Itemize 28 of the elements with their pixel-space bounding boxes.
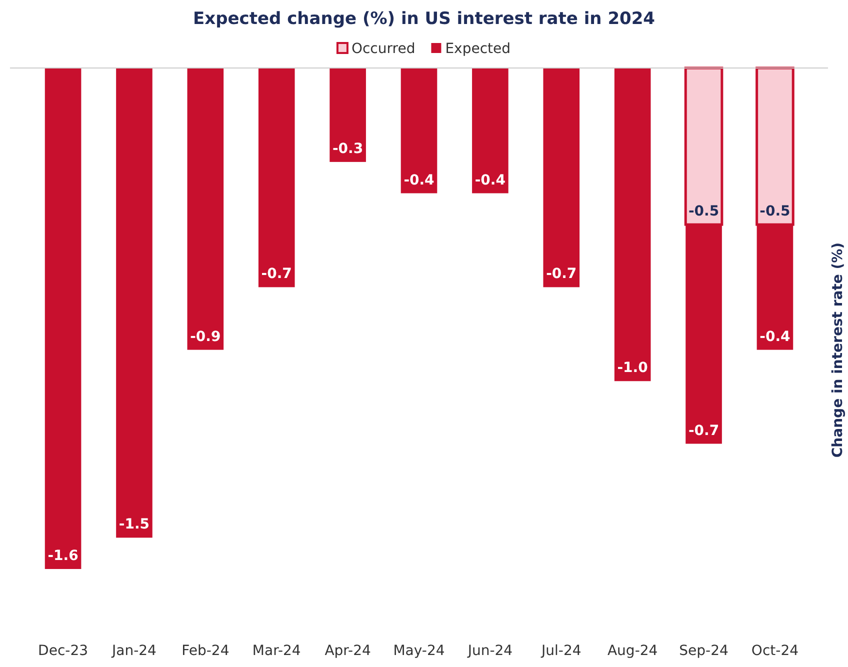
x-tick-label: Jan-24 — [111, 642, 157, 659]
data-label: -0.4 — [760, 328, 791, 345]
data-label: -0.9 — [190, 328, 221, 345]
data-label: -0.7 — [261, 266, 292, 282]
legend-label: Expected — [445, 41, 511, 57]
data-label: -0.4 — [474, 172, 506, 188]
data-label: -0.5 — [688, 204, 720, 220]
x-tick-label: Jun-24 — [466, 642, 513, 659]
data-label: -0.7 — [546, 266, 577, 282]
data-label: -1.6 — [48, 548, 78, 564]
data-label: -0.7 — [688, 422, 720, 439]
data-label: -1.5 — [118, 516, 150, 533]
x-tick-label: Dec-23 — [38, 642, 88, 659]
x-tick-label: Sep-24 — [679, 642, 728, 659]
legend-label: Occurred — [351, 41, 416, 57]
x-tick-label: Apr-24 — [324, 642, 371, 659]
data-label: -0.4 — [404, 172, 435, 188]
x-tick-label: May-24 — [393, 642, 445, 659]
chart-title: Expected change (%) in US interest rate in 2024 — [192, 9, 656, 29]
y-axis-title: Change in interest rate (%) — [830, 242, 846, 458]
x-tick-label: Oct-24 — [751, 642, 799, 659]
x-tick-label: Feb-24 — [182, 642, 230, 659]
data-label: -0.5 — [760, 204, 790, 220]
data-label: -1.0 — [617, 360, 648, 376]
x-tick-label: Mar-24 — [252, 642, 301, 659]
x-tick-label: Aug-24 — [607, 642, 658, 659]
data-label: -0.3 — [332, 140, 364, 157]
x-tick-label: Jul-24 — [540, 642, 582, 659]
